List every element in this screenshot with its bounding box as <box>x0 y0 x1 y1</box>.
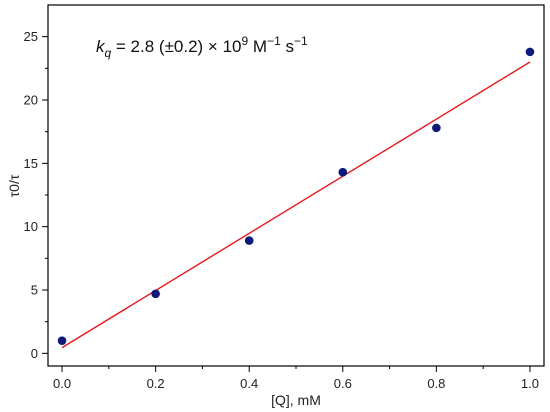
y-tick-label: 15 <box>24 156 38 171</box>
data-point <box>432 123 441 133</box>
x-tick-label: 1.0 <box>521 376 539 391</box>
data-points <box>57 47 535 345</box>
plot-frame <box>47 4 545 367</box>
fit-line-group <box>61 61 531 349</box>
x-tick-label: 0.2 <box>147 376 165 391</box>
x-tick-label: 0.4 <box>240 376 258 391</box>
data-point <box>57 336 67 345</box>
data-point <box>151 289 160 299</box>
y-tick-label: 20 <box>24 93 38 108</box>
fit-line <box>61 61 531 349</box>
axis-ticks: 0.0 0.2 0.4 0.6 0.8 1.0 0 5 10 15 20 25 <box>24 29 539 391</box>
x-tick-label: 0.6 <box>334 376 352 391</box>
data-point <box>244 236 254 245</box>
y-tick-label: 10 <box>24 219 38 234</box>
x-tick-label: 0.8 <box>427 376 445 391</box>
y-tick-label: 5 <box>31 283 38 298</box>
y-axis-label: τ0/τ <box>6 174 22 197</box>
x-axis-label: [Q], mM <box>271 392 321 408</box>
data-point <box>338 167 348 177</box>
x-tick-label: 0.0 <box>53 376 71 391</box>
data-point <box>525 47 535 57</box>
rate-constant-annotation: kq = 2.8 (±0.2) × 109 M−1 s−1 <box>96 34 308 60</box>
y-tick-label: 25 <box>24 29 38 44</box>
y-tick-label: 0 <box>31 346 38 361</box>
